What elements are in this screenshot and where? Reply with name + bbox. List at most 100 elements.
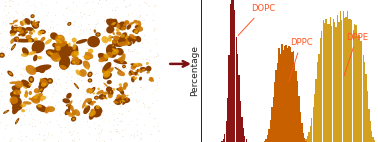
Bar	[293, 51, 294, 142]
Point	[52, 105, 58, 107]
Bar	[287, 48, 288, 142]
Point	[102, 82, 108, 84]
Bar	[315, 79, 317, 142]
Point	[44, 86, 50, 89]
Bar	[301, 123, 302, 142]
Point	[62, 40, 68, 43]
Point	[27, 18, 33, 20]
Point	[46, 104, 52, 106]
Point	[139, 86, 145, 89]
Bar	[330, 17, 331, 142]
Point	[6, 101, 12, 103]
Point	[0, 21, 6, 23]
Point	[70, 41, 76, 43]
Point	[81, 30, 87, 32]
Point	[71, 24, 77, 26]
Point	[45, 28, 51, 31]
Point	[11, 91, 17, 94]
Point	[70, 69, 76, 72]
Bar	[345, 17, 347, 142]
Point	[151, 27, 157, 29]
Point	[105, 70, 111, 72]
Point	[90, 45, 96, 47]
Point	[78, 12, 84, 14]
Point	[155, 55, 161, 57]
Point	[28, 113, 34, 115]
Point	[21, 88, 27, 90]
Bar	[320, 38, 321, 142]
Point	[1, 83, 7, 86]
Point	[144, 14, 150, 16]
Bar	[305, 139, 307, 142]
Point	[110, 54, 116, 56]
Bar	[357, 36, 358, 142]
Point	[125, 22, 132, 25]
Point	[44, 15, 50, 17]
Point	[50, 27, 56, 29]
Point	[15, 107, 22, 109]
Point	[108, 24, 114, 26]
Point	[103, 0, 109, 2]
Point	[64, 87, 70, 90]
Point	[22, 123, 28, 125]
Point	[108, 42, 114, 45]
Bar	[359, 41, 361, 142]
Bar	[353, 30, 354, 142]
Point	[21, 115, 27, 117]
Bar	[221, 141, 223, 142]
Point	[152, 4, 158, 6]
Point	[113, 131, 119, 133]
Point	[44, 73, 50, 75]
Point	[80, 58, 86, 60]
Point	[140, 58, 146, 60]
Bar	[231, 0, 232, 142]
Point	[46, 132, 52, 134]
Bar	[338, 22, 339, 142]
Point	[39, 46, 45, 48]
Point	[41, 138, 47, 141]
Point	[36, 18, 42, 20]
Point	[115, 117, 121, 119]
Point	[118, 78, 124, 80]
Point	[1, 110, 7, 112]
Point	[107, 102, 113, 104]
Point	[48, 26, 54, 29]
Point	[76, 138, 82, 140]
Point	[93, 31, 99, 33]
Bar	[234, 10, 235, 142]
Point	[119, 24, 125, 26]
Point	[38, 78, 44, 80]
Point	[139, 43, 146, 45]
Point	[67, 130, 73, 132]
Bar	[288, 46, 290, 142]
Point	[128, 89, 134, 91]
Point	[110, 70, 116, 72]
Point	[94, 62, 101, 65]
Point	[134, 124, 140, 126]
Point	[8, 40, 14, 43]
Text: DPPC: DPPC	[289, 38, 312, 81]
Point	[113, 61, 119, 63]
Point	[84, 17, 90, 20]
Bar	[313, 107, 314, 142]
Point	[44, 97, 50, 99]
Point	[94, 40, 100, 42]
Point	[4, 5, 10, 7]
Point	[129, 51, 135, 53]
Point	[87, 23, 93, 26]
Bar	[354, 24, 355, 142]
Point	[5, 47, 11, 49]
Point	[124, 67, 130, 69]
Point	[100, 67, 106, 69]
Point	[7, 5, 13, 8]
Point	[114, 71, 120, 73]
Point	[70, 59, 76, 61]
Point	[85, 121, 91, 123]
Point	[10, 0, 16, 2]
Point	[53, 45, 59, 47]
Bar	[304, 138, 305, 142]
Bar	[278, 48, 280, 142]
Point	[65, 43, 71, 46]
Point	[132, 71, 138, 74]
Point	[39, 4, 45, 6]
